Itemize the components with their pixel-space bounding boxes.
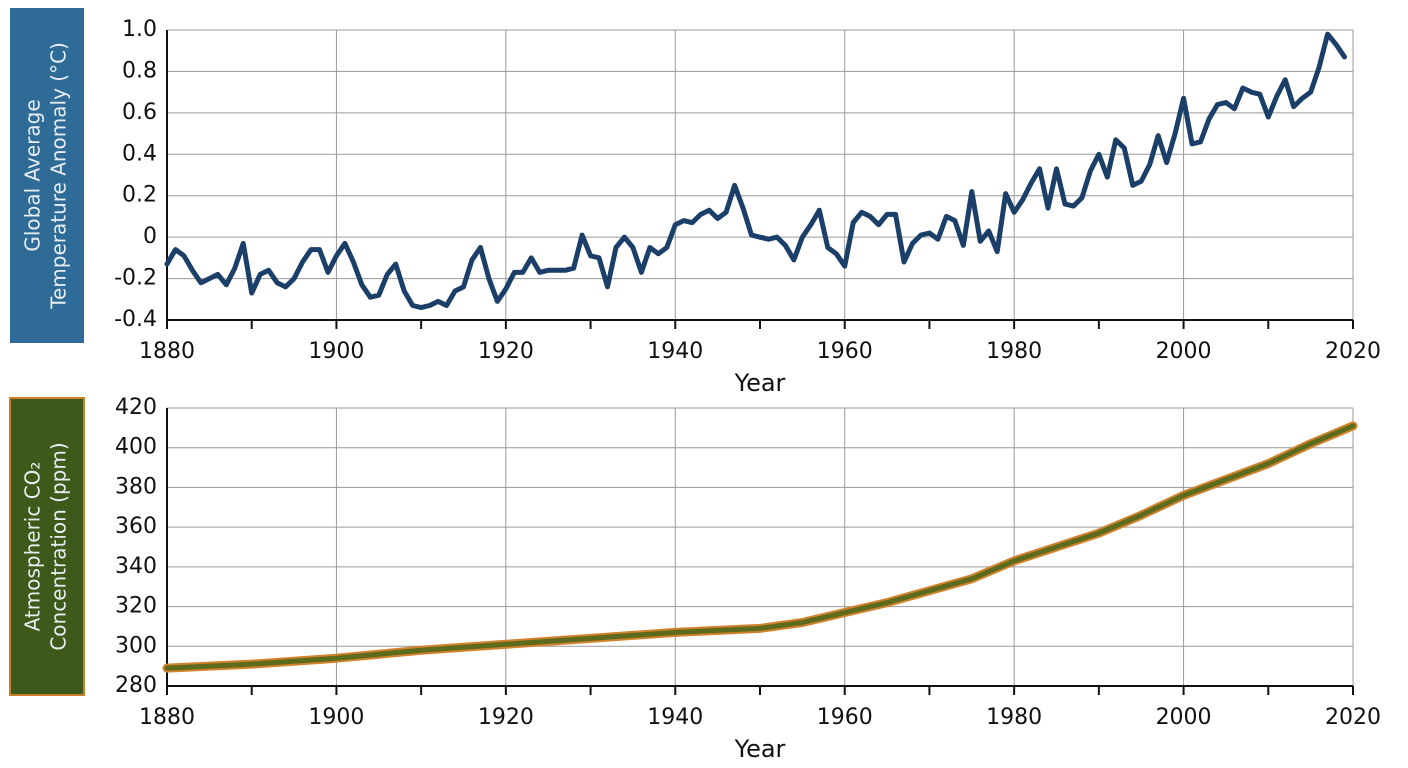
y-tick-label: 0.4: [122, 141, 157, 166]
x-tick-label: 1960: [817, 339, 873, 364]
x-tick-label: 1880: [139, 705, 195, 730]
x-axis-label: Year: [734, 369, 786, 397]
y-tick-label: -0.2: [114, 266, 157, 291]
y-axis-label: Temperature Anomaly (°C): [47, 42, 71, 310]
x-tick-label: 1900: [308, 339, 364, 364]
y-label-box: [10, 8, 84, 343]
y-tick-label: 400: [115, 435, 157, 460]
x-tick-label: 1940: [647, 339, 703, 364]
y-tick-label: 1.0: [122, 17, 157, 42]
data-line: [164, 423, 1356, 671]
y-axis-label: Global Average: [21, 99, 45, 251]
y-tick-label: 340: [115, 554, 157, 579]
x-tick-label: 1980: [986, 339, 1042, 364]
y-axis-label: Concentration (ppm): [47, 442, 71, 650]
y-tick-label: -0.4: [114, 307, 157, 332]
y-tick-label: 280: [115, 673, 157, 698]
x-tick-label: 2000: [1156, 705, 1212, 730]
y-tick-label: 0.6: [122, 100, 157, 125]
y-tick-label: 0.8: [122, 58, 157, 83]
y-tick-label: 360: [115, 514, 157, 539]
x-tick-label: 1920: [478, 705, 534, 730]
data-line: [164, 31, 1348, 311]
x-axis-label: Year: [734, 735, 786, 763]
y-tick-label: 0.2: [122, 183, 157, 208]
y-tick-label: 0: [143, 224, 157, 249]
x-tick-label: 2020: [1325, 339, 1381, 364]
x-tick-label: 2000: [1156, 339, 1212, 364]
y-tick-label: 420: [115, 395, 157, 420]
x-tick-label: 1900: [308, 705, 364, 730]
x-tick-label: 1940: [647, 705, 703, 730]
x-tick-label: 1980: [986, 705, 1042, 730]
y-tick-label: 380: [115, 474, 157, 499]
x-tick-label: 1880: [139, 339, 195, 364]
y-tick-label: 300: [115, 633, 157, 658]
x-tick-label: 2020: [1325, 705, 1381, 730]
line-outline: [162, 421, 1358, 673]
x-tick-label: 1960: [817, 705, 873, 730]
x-tick-label: 1920: [478, 339, 534, 364]
y-label-box: [9, 397, 85, 696]
y-axis-label: Atmospheric CO₂: [21, 462, 45, 632]
y-tick-label: 320: [115, 594, 157, 619]
